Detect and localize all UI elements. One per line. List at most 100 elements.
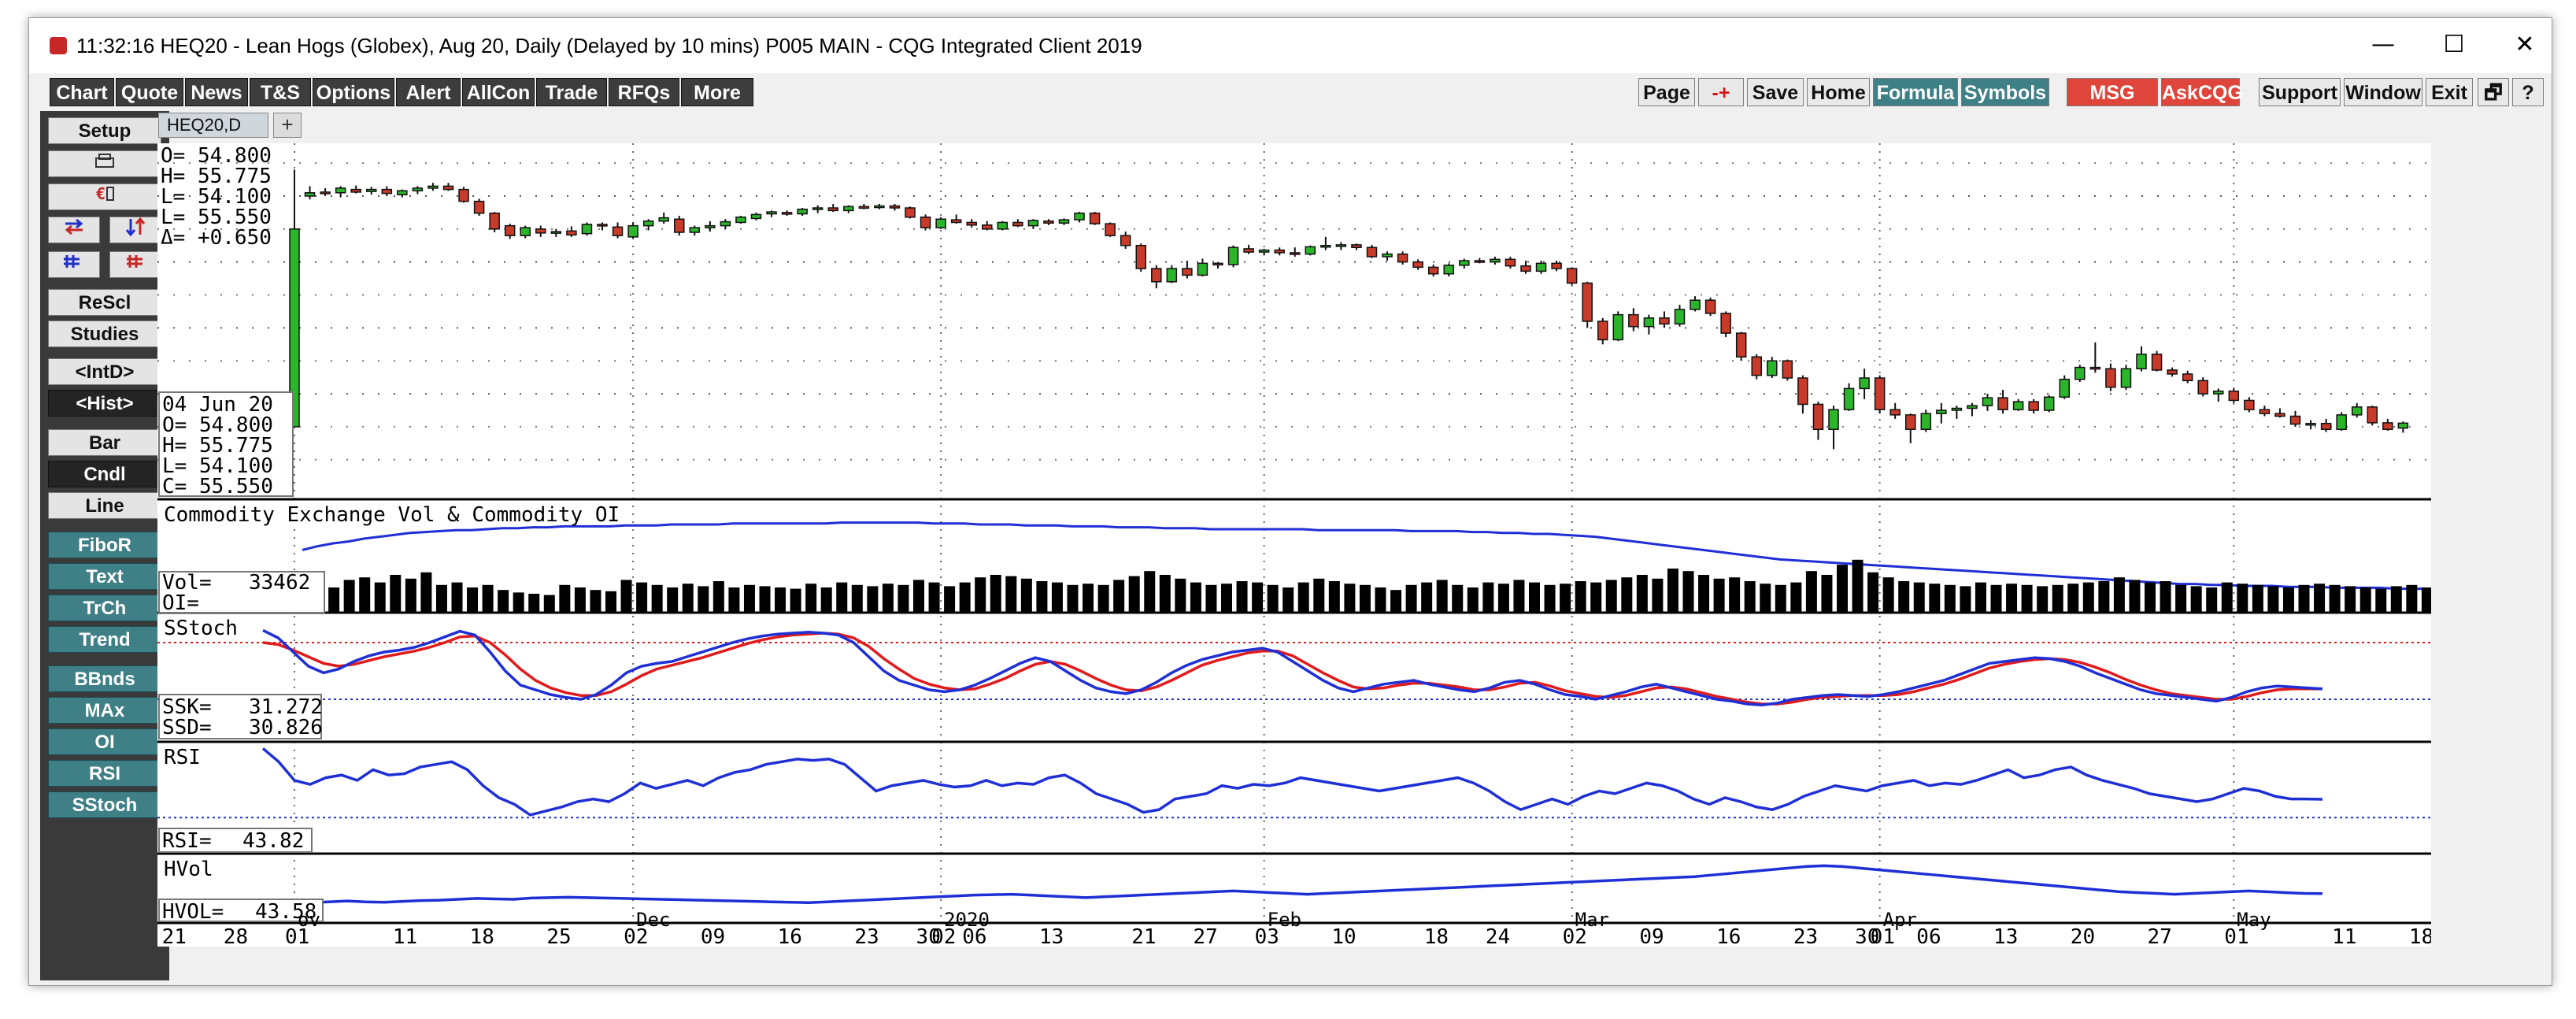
setup-button[interactable]: Setup xyxy=(48,117,161,144)
candle-down xyxy=(566,230,577,236)
candle-down xyxy=(1427,266,1439,275)
volume-bar xyxy=(959,582,971,613)
title-bar: 11:32:16 HEQ20 - Lean Hogs (Globex), Aug… xyxy=(29,18,2552,73)
candle-up xyxy=(766,211,777,215)
candle-up xyxy=(1335,244,1347,247)
menu-ts[interactable]: T&S xyxy=(250,78,311,106)
chart-area[interactable]: 90.00080.00070.00060.00055.5503000002500… xyxy=(157,143,2431,947)
home-button[interactable]: Home xyxy=(1807,78,1870,106)
text-button[interactable]: Text xyxy=(48,563,161,590)
candle-down xyxy=(473,200,485,214)
max-button[interactable]: MAx xyxy=(48,697,161,724)
candle-up xyxy=(874,205,885,209)
add-tab-button[interactable]: + xyxy=(273,113,302,138)
candle-down xyxy=(381,188,393,195)
volume-bar xyxy=(775,587,786,613)
formula-button[interactable]: Formula xyxy=(1873,78,1958,106)
symbols-button[interactable]: Symbols xyxy=(1961,78,2049,106)
volume-bar xyxy=(867,586,879,613)
page-button[interactable]: Page xyxy=(1638,78,1695,106)
volume-bar xyxy=(1020,578,1032,613)
print-button[interactable] xyxy=(48,150,161,177)
candle-down xyxy=(504,224,516,236)
currency-button[interactable]: € xyxy=(48,183,161,210)
menu-rfqs[interactable]: RFQs xyxy=(609,78,679,106)
volume-bar xyxy=(2082,582,2094,613)
minimize-button[interactable]: — xyxy=(2371,31,2395,58)
trch-button[interactable]: TrCh xyxy=(48,595,161,621)
menu-chart[interactable]: Chart xyxy=(50,78,114,106)
menu-quote[interactable]: Quote xyxy=(116,78,183,106)
intd-button[interactable]: <IntD> xyxy=(48,358,161,385)
candle-down xyxy=(1659,317,1670,325)
sstoch-button[interactable]: SStoch xyxy=(48,791,161,818)
x-tick-label: 20 xyxy=(2071,925,2095,947)
candle-up xyxy=(1967,405,1978,409)
help-button[interactable]: ? xyxy=(2512,78,2544,106)
menu-options[interactable]: Options xyxy=(313,78,394,106)
ohlc-low: L= 54.100 xyxy=(161,185,272,209)
month-label: 2020 xyxy=(944,909,990,931)
grid-alt-button[interactable] xyxy=(109,251,161,278)
rescl-button[interactable]: ReScl xyxy=(48,289,161,316)
volume-bar xyxy=(944,586,956,613)
candle-down xyxy=(2367,406,2378,424)
studies-button[interactable]: Studies xyxy=(48,321,161,347)
window-button[interactable]: Window xyxy=(2344,78,2422,106)
exit-button[interactable]: Exit xyxy=(2426,78,2473,106)
restore-icon[interactable]: 🗗 xyxy=(2478,78,2509,106)
grid-button[interactable] xyxy=(48,251,100,278)
menu-allcon[interactable]: AllCon xyxy=(462,78,535,106)
candle-down xyxy=(350,188,361,193)
candle-down xyxy=(2151,354,2163,371)
x-tick-label: 30 xyxy=(916,925,941,947)
volume-bar xyxy=(2267,586,2279,613)
x-tick-label: 18 xyxy=(1424,925,1449,947)
msg-cntr-button[interactable]: MSG Cntr xyxy=(2067,78,2158,132)
trend-button[interactable]: Trend xyxy=(48,626,161,653)
chart-tab[interactable]: HEQ20,D xyxy=(158,113,268,138)
maximize-button[interactable]: ☐ xyxy=(2443,31,2465,58)
volume-bar xyxy=(1682,571,1694,613)
volume-bar xyxy=(759,586,771,613)
candle-down xyxy=(1751,356,1762,376)
close-button[interactable]: ✕ xyxy=(2515,31,2535,58)
volume-bar xyxy=(1667,569,1678,613)
oi-button[interactable]: OI xyxy=(48,728,161,755)
bar-button[interactable]: Bar xyxy=(48,429,161,456)
volume-bar xyxy=(2282,587,2294,613)
save-button[interactable]: Save xyxy=(1747,78,1804,106)
fibor-button[interactable]: FiboR xyxy=(48,532,161,558)
menu-more[interactable]: More xyxy=(681,78,753,106)
volume-bar xyxy=(1837,565,1848,613)
support-button[interactable]: Support xyxy=(2259,78,2341,106)
bbnds-button[interactable]: BBnds xyxy=(48,665,161,692)
ssd-line xyxy=(262,632,2322,706)
askcqg-button[interactable]: AskCQG xyxy=(2161,78,2243,106)
cndl-button[interactable]: Cndl xyxy=(48,461,161,487)
candle-down xyxy=(2320,422,2332,431)
volume-bar xyxy=(374,582,386,613)
volume-bar xyxy=(1359,584,1371,613)
ohlc-open: O= 54.800 xyxy=(161,144,272,168)
volume-bar xyxy=(1067,584,1079,613)
candle-down xyxy=(1520,265,1531,272)
volume-bar xyxy=(2298,584,2310,613)
volume-bar xyxy=(667,587,679,613)
swap-h-button[interactable] xyxy=(48,217,100,243)
zoom-button[interactable]: -+ xyxy=(1698,78,1744,106)
volume-bar xyxy=(1313,578,1325,613)
volume-bar xyxy=(1205,584,1217,613)
volume-bar xyxy=(405,578,416,613)
rsi-button[interactable]: RSI xyxy=(48,760,161,787)
menu-trade[interactable]: Trade xyxy=(536,78,607,106)
oi-line xyxy=(302,521,2431,591)
candle-down xyxy=(320,191,331,195)
hist-button[interactable]: <Hist> xyxy=(48,390,161,417)
swap-v-button[interactable] xyxy=(109,217,161,243)
line-button[interactable]: Line xyxy=(48,492,161,519)
menu-alert[interactable]: Alert xyxy=(396,78,461,106)
menu-news[interactable]: News xyxy=(185,78,248,106)
candle-down xyxy=(2028,401,2039,411)
candle-down xyxy=(2274,413,2285,417)
